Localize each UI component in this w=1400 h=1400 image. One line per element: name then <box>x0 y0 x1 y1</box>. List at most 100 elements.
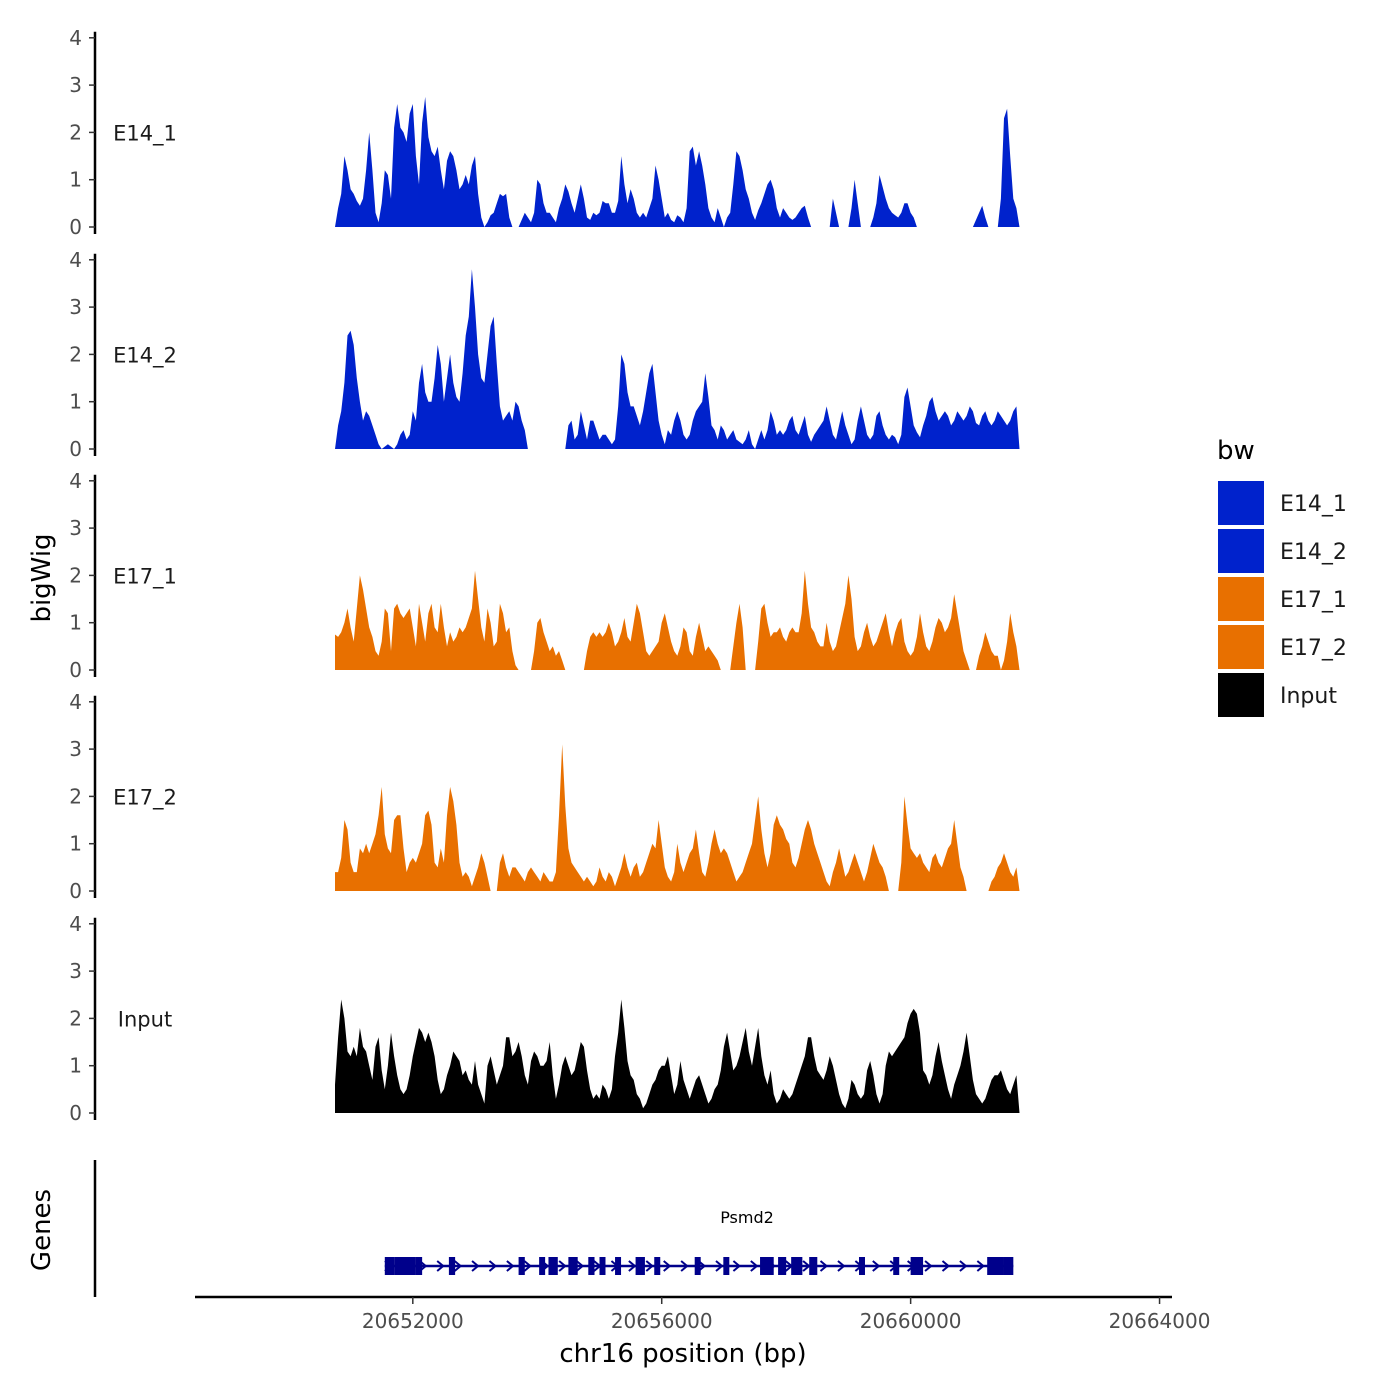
coverage-tracks: 0 1 2 3 4 E14_1 0 1 2 3 4 E14_2 0 1 2 3 4 E17_1 0 1 2 3 4 E17_2… <box>69 26 1020 1125</box>
strand-arrow <box>959 1260 968 1272</box>
track-e14-2: 0 1 2 3 4 E14_2 <box>69 248 1020 461</box>
y-tick-label: 0 <box>69 437 82 461</box>
genes-panel-title: Genes <box>27 1189 57 1271</box>
strand-arrow <box>523 1260 532 1272</box>
y-tick-label: 2 <box>69 1006 82 1030</box>
strand-arrow <box>436 1260 445 1272</box>
y-tick-label: 0 <box>69 658 82 682</box>
strand-arrow <box>837 1260 846 1272</box>
y-tick-label: 2 <box>69 120 82 144</box>
strand-arrow <box>453 1260 463 1272</box>
gene-exon <box>384 1257 395 1275</box>
strand-arrow <box>506 1260 515 1272</box>
strand-arrow <box>941 1260 951 1272</box>
coverage-area <box>335 570 1020 670</box>
x-tick-label: 20660000 <box>860 1309 962 1333</box>
track-label: E17_1 <box>113 564 177 589</box>
y-tick-label: 2 <box>69 784 82 808</box>
coverage-area <box>335 269 1020 449</box>
y-tick-label: 2 <box>69 563 82 587</box>
gene-exon <box>394 1257 416 1275</box>
gene-exon <box>778 1257 787 1275</box>
y-tick-label: 3 <box>69 295 82 319</box>
gene-exon <box>858 1257 865 1275</box>
gene-exon <box>548 1257 558 1275</box>
y-tick-label: 4 <box>69 469 82 493</box>
track-e14-1: 0 1 2 3 4 E14_1 <box>69 26 1020 239</box>
strand-arrow <box>819 1260 829 1272</box>
y-tick-label: 0 <box>69 1101 82 1125</box>
strand-arrow <box>976 1260 985 1272</box>
x-axis-ticks: 20652000 20656000 20660000 20664000 <box>362 1297 1211 1333</box>
y-tick-label: 1 <box>69 832 82 856</box>
gene-exon <box>1003 1257 1014 1275</box>
y-tick-label: 4 <box>69 690 82 714</box>
gene-exon <box>539 1257 546 1275</box>
gene-exon <box>723 1257 730 1275</box>
y-tick-label: 1 <box>69 168 82 192</box>
legend: bw E14_1 E14_2 E17_1 E17_2 Input <box>1217 436 1347 717</box>
strand-arrow <box>628 1260 637 1272</box>
legend-key <box>1218 673 1264 717</box>
x-axis: 20652000 20656000 20660000 20664000 chr16 p… <box>195 1295 1211 1369</box>
x-axis-title: chr16 position (bp) <box>559 1339 806 1369</box>
legend-label: E17_1 <box>1280 588 1347 613</box>
gene-name-label: Psmd2 <box>720 1208 774 1227</box>
gene-exon <box>415 1257 423 1275</box>
y-tick-label: 3 <box>69 73 82 97</box>
strand-arrow <box>715 1260 724 1272</box>
legend-title: bw <box>1217 436 1255 466</box>
gene-exon <box>809 1257 818 1275</box>
strand-arrow <box>750 1260 759 1272</box>
x-tick-label: 20656000 <box>611 1309 713 1333</box>
y-tick-label: 4 <box>69 26 82 50</box>
gene-model-psmd2 <box>384 1257 1014 1275</box>
gene-exon <box>893 1257 900 1275</box>
y-tick-label: 2 <box>69 342 82 366</box>
x-tick-label: 20664000 <box>1109 1309 1211 1333</box>
coverage-area <box>335 744 1020 891</box>
coverage-area <box>335 96 1020 228</box>
legend-key <box>1218 481 1264 525</box>
legend-key <box>1218 625 1264 669</box>
x-tick-label: 20652000 <box>362 1309 464 1333</box>
genes-panel: Genes Psmd2 <box>27 1160 1014 1297</box>
strand-arrow <box>872 1260 881 1272</box>
track-label: E14_1 <box>113 121 177 146</box>
strand-arrow <box>488 1260 498 1272</box>
coverage-area <box>335 999 1020 1113</box>
gene-exon <box>910 1257 924 1275</box>
gene-exon <box>448 1257 456 1275</box>
strand-arrow <box>558 1260 567 1272</box>
gene-exon <box>987 1257 1004 1275</box>
y-tick-label: 4 <box>69 248 82 272</box>
legend-label: E14_1 <box>1280 492 1347 517</box>
gene-exon <box>635 1257 645 1275</box>
y-tick-label: 3 <box>69 516 82 540</box>
gene-exon <box>615 1257 622 1275</box>
strand-arrow <box>802 1260 811 1272</box>
legend-label: E14_2 <box>1280 540 1347 565</box>
y-tick-label: 3 <box>69 959 82 983</box>
track-label: E17_2 <box>113 785 177 810</box>
gene-exon <box>568 1257 578 1275</box>
gene-exon <box>654 1257 661 1275</box>
strand-arrow <box>645 1260 654 1272</box>
strand-arrow <box>732 1260 741 1272</box>
y-tick-label: 1 <box>69 1054 82 1078</box>
track-e17-1: 0 1 2 3 4 E17_1 <box>69 469 1020 682</box>
track-label: E14_2 <box>113 343 177 368</box>
y-tick-label: 0 <box>69 879 82 903</box>
strand-arrow <box>924 1260 933 1272</box>
strand-arrow <box>471 1260 480 1272</box>
y-tick-label: 4 <box>69 912 82 936</box>
gene-exon <box>588 1257 595 1275</box>
gene-exon <box>518 1257 525 1275</box>
gene-exon <box>791 1257 803 1275</box>
strand-arrow <box>575 1260 585 1272</box>
y-tick-label: 3 <box>69 737 82 761</box>
legend-key <box>1218 529 1264 573</box>
y-tick-label: 1 <box>69 611 82 635</box>
y-tick-label: 0 <box>69 215 82 239</box>
